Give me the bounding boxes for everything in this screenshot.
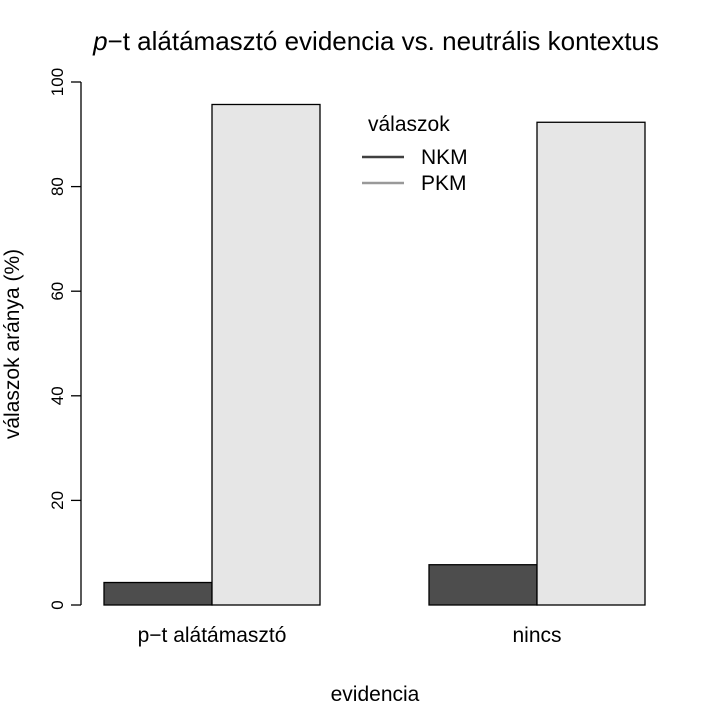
y-tick-label: 0 bbox=[48, 600, 67, 609]
bar-pkm-2 bbox=[536, 121, 646, 606]
bar-nkm-1 bbox=[103, 581, 213, 606]
x-axis-label: evidencia bbox=[331, 683, 420, 706]
y-tick-label: 60 bbox=[48, 282, 67, 301]
x-category-labels: p−t alátámasztó nincs bbox=[138, 624, 562, 647]
legend-label-nkm: NKM bbox=[421, 146, 468, 169]
legend: válaszok NKM PKM bbox=[362, 113, 468, 195]
bars-group bbox=[103, 103, 646, 606]
y-tick-label: 20 bbox=[48, 491, 67, 510]
y-axis-label: válaszok aránya (%) bbox=[1, 249, 24, 439]
y-tick-label: 100 bbox=[48, 68, 67, 96]
y-tick-label: 40 bbox=[48, 386, 67, 405]
chart-title: p−t alátámasztó evidencia vs. neutrális … bbox=[92, 26, 659, 56]
y-axis: 0 20 40 60 80 100 bbox=[48, 68, 82, 610]
legend-title: válaszok bbox=[368, 113, 450, 136]
legend-label-pkm: PKM bbox=[421, 172, 467, 195]
y-tick-label: 80 bbox=[48, 177, 67, 196]
x-category-label: nincs bbox=[512, 624, 561, 647]
bar-pkm-1 bbox=[211, 103, 321, 606]
x-category-label: p−t alátámasztó bbox=[138, 624, 287, 647]
bar-nkm-2 bbox=[428, 564, 538, 606]
